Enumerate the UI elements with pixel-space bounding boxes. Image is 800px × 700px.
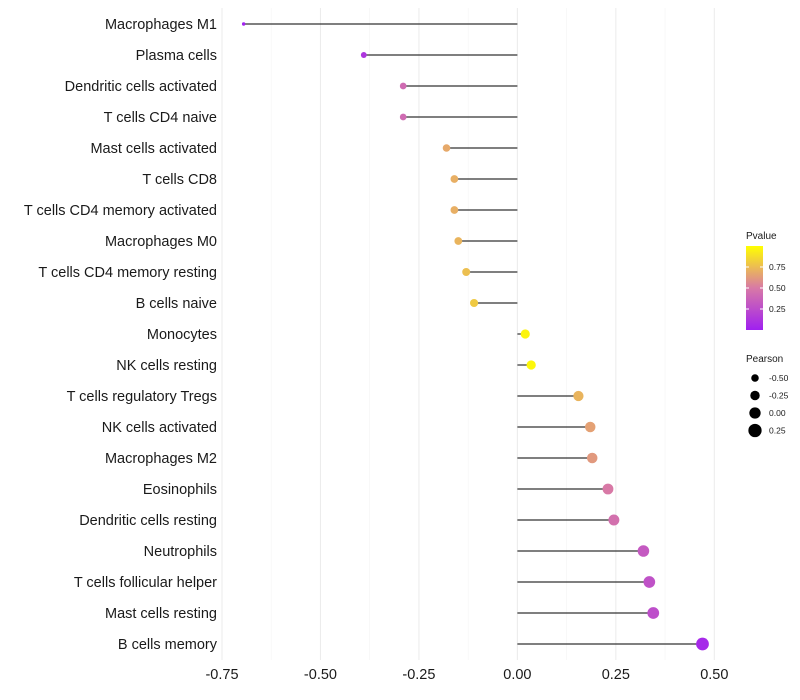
data-point (450, 175, 459, 183)
size-legend-label: 0.25 (769, 426, 786, 436)
y-tick-label: T cells CD4 memory activated (24, 203, 217, 219)
y-tick-label: Macrophages M2 (105, 451, 217, 467)
pvalue-legend: Pvalue 0.25 0.50 0.75 (746, 231, 786, 330)
size-legend-label: 0.00 (769, 408, 786, 418)
pvalue-legend-title: Pvalue (746, 231, 777, 242)
size-legend-label: -0.50 (769, 373, 789, 383)
size-legend-dot (748, 423, 762, 438)
pvalue-colorbar (746, 246, 763, 330)
data-point (450, 206, 459, 214)
size-legend-dot (751, 374, 759, 382)
data-point (442, 144, 451, 152)
data-point (360, 52, 367, 58)
data-points (241, 22, 709, 651)
data-point (602, 483, 614, 495)
data-point (399, 113, 407, 121)
y-tick-label: Macrophages M0 (105, 234, 217, 250)
x-tick-label: -0.75 (205, 667, 238, 683)
y-tick-label: NK cells resting (116, 358, 217, 374)
grid-lines (221, 8, 715, 660)
y-tick-label: T cells regulatory Tregs (67, 389, 217, 405)
stems (243, 23, 703, 645)
y-tick-label: Plasma cells (136, 48, 217, 64)
colorbar-label: 0.50 (769, 283, 786, 293)
data-point (586, 452, 598, 464)
colorbar-label: 0.25 (769, 304, 786, 314)
data-point (520, 329, 530, 339)
data-point (399, 82, 407, 90)
y-tick-label: Macrophages M1 (105, 17, 217, 33)
y-tick-label: T cells CD4 naive (104, 110, 217, 126)
colorbar-label: 0.75 (769, 262, 786, 272)
y-tick-label: T cells CD4 memory resting (38, 265, 217, 281)
y-tick-label: NK cells activated (102, 420, 217, 436)
y-tick-label: Dendritic cells resting (79, 513, 217, 529)
data-point (608, 514, 620, 526)
pearson-legend: Pearson -0.50 -0.25 0.00 0.25 (746, 354, 789, 438)
x-tick-label: -0.25 (402, 667, 435, 683)
x-tick-label: 0.50 (700, 667, 728, 683)
y-tick-label: T cells follicular helper (74, 575, 217, 591)
x-tick-label: 0.00 (503, 667, 531, 683)
size-legend-label: -0.25 (769, 391, 789, 401)
data-point (696, 637, 709, 651)
size-legend-dot (750, 390, 760, 401)
y-tick-label: B cells naive (136, 296, 217, 312)
y-tick-label: Dendritic cells activated (65, 79, 217, 95)
pearson-legend-title: Pearson (746, 354, 783, 365)
data-point (573, 390, 584, 402)
y-axis-labels: Macrophages M1 Plasma cells Dendritic cell… (24, 17, 218, 653)
data-point (470, 298, 479, 308)
data-point (585, 421, 596, 433)
x-axis-labels: -0.75 -0.50 -0.25 0.00 0.25 0.50 (205, 667, 728, 683)
y-tick-label: Neutrophils (144, 544, 217, 560)
data-point (643, 576, 656, 588)
size-legend-dot (749, 407, 761, 419)
y-tick-label: Monocytes (147, 327, 217, 343)
y-tick-label: T cells CD8 (142, 172, 217, 188)
data-point (637, 545, 650, 557)
data-point (647, 607, 660, 619)
y-tick-label: Eosinophils (143, 482, 217, 498)
x-tick-label: 0.25 (602, 667, 630, 683)
y-tick-label: B cells memory (118, 637, 218, 653)
data-point (241, 22, 246, 26)
data-point (454, 237, 463, 245)
data-point (462, 268, 471, 276)
y-tick-label: Mast cells resting (105, 606, 217, 622)
y-tick-label: Mast cells activated (90, 141, 217, 157)
data-point (526, 360, 536, 370)
x-tick-label: -0.50 (304, 667, 337, 683)
